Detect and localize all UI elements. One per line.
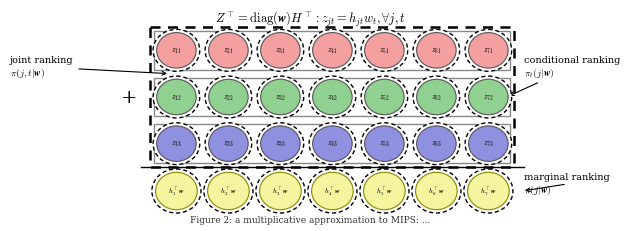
Ellipse shape bbox=[205, 123, 252, 165]
Text: $z_{61}$: $z_{61}$ bbox=[431, 46, 442, 56]
Text: conditional ranking
$\pi_t(j|\boldsymbol{w})$: conditional ranking $\pi_t(j|\boldsymbol… bbox=[510, 56, 620, 96]
Ellipse shape bbox=[361, 77, 408, 119]
Ellipse shape bbox=[412, 169, 461, 213]
Ellipse shape bbox=[465, 123, 512, 165]
Text: $z_{33}$: $z_{33}$ bbox=[275, 140, 286, 149]
Ellipse shape bbox=[308, 169, 357, 213]
Ellipse shape bbox=[413, 30, 460, 72]
Ellipse shape bbox=[413, 77, 460, 119]
Ellipse shape bbox=[417, 126, 456, 162]
Text: $z_{11}$: $z_{11}$ bbox=[171, 46, 182, 56]
FancyBboxPatch shape bbox=[150, 28, 515, 167]
Text: $z_{73}$: $z_{73}$ bbox=[483, 140, 493, 149]
Text: $z_{51}$: $z_{51}$ bbox=[379, 46, 390, 56]
Text: $z_{42}$: $z_{42}$ bbox=[327, 93, 338, 102]
Ellipse shape bbox=[468, 80, 508, 115]
Ellipse shape bbox=[365, 33, 404, 69]
Ellipse shape bbox=[157, 126, 196, 162]
Ellipse shape bbox=[313, 126, 352, 162]
Text: $h_3^\top\boldsymbol{w}$: $h_3^\top\boldsymbol{w}$ bbox=[272, 185, 289, 197]
Ellipse shape bbox=[157, 33, 196, 69]
Ellipse shape bbox=[153, 123, 200, 165]
Ellipse shape bbox=[465, 30, 512, 72]
Text: $z_{63}$: $z_{63}$ bbox=[431, 140, 442, 149]
Ellipse shape bbox=[417, 80, 456, 115]
Text: $h_6^\top\boldsymbol{w}$: $h_6^\top\boldsymbol{w}$ bbox=[428, 185, 445, 197]
Ellipse shape bbox=[468, 126, 508, 162]
Text: $z_{23}$: $z_{23}$ bbox=[223, 140, 234, 149]
Text: joint ranking
$\pi(j,t|\boldsymbol{w})$: joint ranking $\pi(j,t|\boldsymbol{w})$ bbox=[10, 56, 166, 79]
Text: $z_{43}$: $z_{43}$ bbox=[327, 140, 338, 149]
Ellipse shape bbox=[260, 126, 300, 162]
Ellipse shape bbox=[365, 126, 404, 162]
Text: $z_{13}$: $z_{13}$ bbox=[171, 140, 182, 149]
Ellipse shape bbox=[468, 173, 509, 210]
FancyBboxPatch shape bbox=[154, 78, 511, 117]
Text: marginal ranking
$\pi(j|\boldsymbol{w})$: marginal ranking $\pi(j|\boldsymbol{w})$ bbox=[524, 172, 610, 196]
Ellipse shape bbox=[361, 30, 408, 72]
Ellipse shape bbox=[209, 33, 248, 69]
FancyBboxPatch shape bbox=[154, 125, 511, 163]
Ellipse shape bbox=[260, 80, 300, 115]
Text: $z_{32}$: $z_{32}$ bbox=[275, 93, 285, 102]
Ellipse shape bbox=[468, 33, 508, 69]
Ellipse shape bbox=[152, 169, 201, 213]
Text: $Z^\top = \mathrm{diag}(\boldsymbol{w})H^\top : z_{jt} = h_{jt}w_t, \forall j, t: $Z^\top = \mathrm{diag}(\boldsymbol{w})H… bbox=[215, 10, 406, 29]
Ellipse shape bbox=[309, 77, 356, 119]
Ellipse shape bbox=[205, 77, 252, 119]
Text: $z_{12}$: $z_{12}$ bbox=[171, 93, 182, 102]
Ellipse shape bbox=[417, 33, 456, 69]
Text: Figure 2: a multiplicative approximation to MIPS: ...: Figure 2: a multiplicative approximation… bbox=[190, 215, 431, 224]
Ellipse shape bbox=[415, 173, 457, 210]
Ellipse shape bbox=[156, 173, 197, 210]
Text: $h_7^\top\boldsymbol{w}$: $h_7^\top\boldsymbol{w}$ bbox=[480, 185, 497, 197]
Ellipse shape bbox=[464, 169, 513, 213]
Ellipse shape bbox=[260, 173, 301, 210]
Ellipse shape bbox=[312, 173, 353, 210]
Text: $h_2^\top\boldsymbol{w}$: $h_2^\top\boldsymbol{w}$ bbox=[220, 185, 237, 197]
Ellipse shape bbox=[364, 173, 405, 210]
Text: $z_{52}$: $z_{52}$ bbox=[379, 93, 390, 102]
Ellipse shape bbox=[209, 80, 248, 115]
Ellipse shape bbox=[256, 169, 305, 213]
Ellipse shape bbox=[313, 80, 352, 115]
Ellipse shape bbox=[413, 123, 460, 165]
Ellipse shape bbox=[257, 30, 304, 72]
Ellipse shape bbox=[365, 80, 404, 115]
Text: $z_{21}$: $z_{21}$ bbox=[223, 46, 234, 56]
Text: $z_{62}$: $z_{62}$ bbox=[431, 93, 442, 102]
Text: $z_{53}$: $z_{53}$ bbox=[379, 140, 390, 149]
Ellipse shape bbox=[204, 169, 253, 213]
Ellipse shape bbox=[257, 77, 304, 119]
Ellipse shape bbox=[207, 173, 249, 210]
Text: $z_{22}$: $z_{22}$ bbox=[223, 93, 234, 102]
FancyBboxPatch shape bbox=[154, 32, 511, 70]
Ellipse shape bbox=[205, 30, 252, 72]
Ellipse shape bbox=[313, 33, 352, 69]
Ellipse shape bbox=[465, 77, 512, 119]
Ellipse shape bbox=[360, 169, 409, 213]
Text: $z_{31}$: $z_{31}$ bbox=[275, 46, 285, 56]
Text: $h_5^\top\boldsymbol{w}$: $h_5^\top\boldsymbol{w}$ bbox=[376, 185, 393, 197]
Ellipse shape bbox=[309, 123, 356, 165]
Ellipse shape bbox=[153, 77, 200, 119]
Text: $h_4^\top\boldsymbol{w}$: $h_4^\top\boldsymbol{w}$ bbox=[324, 185, 341, 197]
Ellipse shape bbox=[257, 123, 304, 165]
Ellipse shape bbox=[157, 80, 196, 115]
Text: $z_{71}$: $z_{71}$ bbox=[483, 46, 493, 56]
Text: $z_{72}$: $z_{72}$ bbox=[483, 93, 493, 102]
Text: $z_{41}$: $z_{41}$ bbox=[327, 46, 338, 56]
Text: +: + bbox=[121, 89, 138, 106]
Ellipse shape bbox=[361, 123, 408, 165]
Ellipse shape bbox=[309, 30, 356, 72]
Ellipse shape bbox=[153, 30, 200, 72]
Ellipse shape bbox=[260, 33, 300, 69]
Ellipse shape bbox=[209, 126, 248, 162]
Text: $h_1^\top\boldsymbol{w}$: $h_1^\top\boldsymbol{w}$ bbox=[168, 185, 185, 197]
